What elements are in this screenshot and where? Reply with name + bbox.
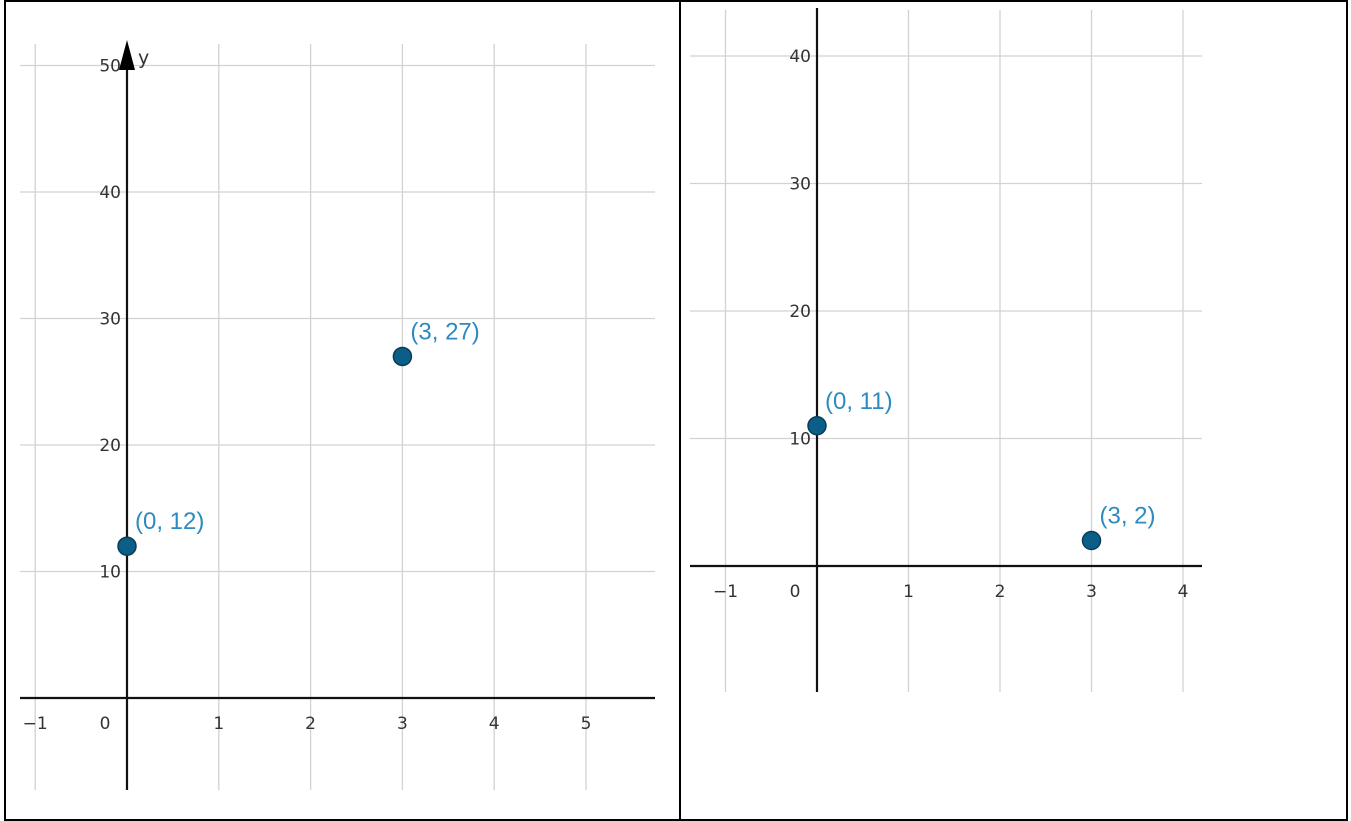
x-tick-label: 1 (213, 714, 224, 734)
y-tick-label: 30 (789, 175, 811, 195)
y-tick-label: 10 (789, 430, 811, 450)
x-tick-label: 4 (489, 714, 500, 734)
x-tick-label: 4 (1178, 582, 1189, 602)
x-tick-label: 3 (1086, 582, 1097, 602)
y-tick-label: 40 (789, 47, 811, 67)
y-axis-label: y (138, 47, 149, 69)
data-point (117, 536, 137, 556)
y-tick-label: 20 (99, 436, 121, 456)
data-point (392, 346, 413, 367)
data-point-label: (3, 2) (1100, 503, 1156, 530)
y-tick-label: 50 (99, 57, 121, 77)
x-tick-label: 2 (305, 714, 316, 734)
x-tick-label: −1 (713, 582, 738, 602)
data-point-label: (3, 27) (410, 318, 479, 345)
x-tick-label: 3 (397, 714, 408, 734)
data-point-label: (0, 11) (825, 388, 893, 415)
x-tick-label: 5 (581, 714, 592, 734)
y-tick-label: 30 (99, 310, 121, 330)
x-tick-label: 0 (100, 714, 111, 734)
x-tick-label: 0 (790, 582, 801, 602)
data-point-label: (0, 12) (135, 508, 204, 535)
chart-cell-right (679, 0, 1348, 821)
y-tick-label: 10 (99, 563, 121, 583)
y-axis-arrow (119, 40, 135, 70)
y-tick-label: 20 (789, 302, 811, 322)
data-point (807, 416, 827, 436)
data-point (1081, 530, 1102, 551)
x-tick-label: −1 (23, 714, 48, 734)
chart-cell-left (4, 0, 681, 821)
x-tick-label: 2 (995, 582, 1006, 602)
x-tick-label: 1 (903, 582, 914, 602)
y-tick-label: 40 (99, 183, 121, 203)
